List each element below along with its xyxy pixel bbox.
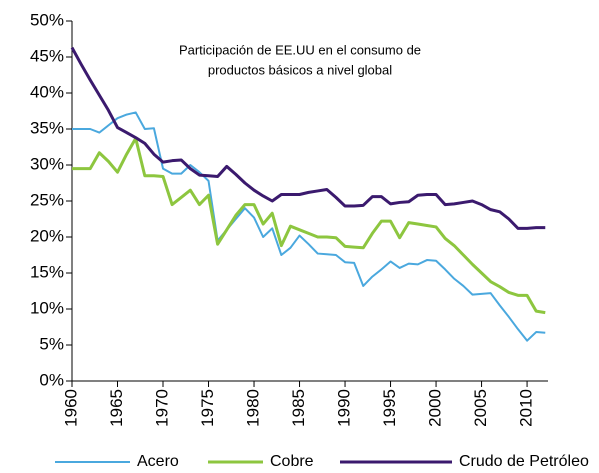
x-tick-label: 2010 (517, 389, 536, 427)
y-tick-label: 0% (39, 370, 64, 389)
x-tick-label: 1970 (152, 389, 171, 427)
data-line (72, 111, 546, 342)
data-line (70, 46, 546, 230)
x-tick-label: 1995 (380, 389, 399, 427)
x-tick-label: 1990 (335, 389, 354, 427)
y-tick-label: 15% (30, 262, 64, 281)
y-tick-label: 50% (30, 10, 64, 29)
legend-label: Cobre (270, 453, 314, 470)
x-tick-label: 1985 (289, 389, 308, 427)
y-tick-label: 10% (30, 298, 64, 317)
y-tick-label: 20% (30, 226, 64, 245)
annotation: Participación de EE.UU en el consumo de (179, 42, 421, 57)
x-tick-label: 1965 (107, 389, 126, 427)
x-tick-label: 1960 (61, 389, 80, 427)
legend-label: Crudo de Petróleo (459, 453, 589, 470)
y-tick-label: 40% (30, 82, 64, 101)
x-tick-label: 2005 (471, 389, 490, 427)
x-tick-label: 2000 (426, 389, 445, 427)
x-tick-label: 1980 (244, 389, 263, 427)
y-tick-label: 25% (30, 190, 64, 209)
y-tick-label: 5% (39, 334, 64, 353)
data-line (72, 136, 546, 315)
y-tick-label: 30% (30, 154, 64, 173)
y-tick-label: 35% (30, 118, 64, 137)
x-tick-label: 1975 (198, 389, 217, 427)
annotation: productos básicos a nivel global (208, 62, 392, 77)
legend-label: Acero (137, 453, 179, 470)
y-tick-label: 45% (30, 46, 64, 65)
